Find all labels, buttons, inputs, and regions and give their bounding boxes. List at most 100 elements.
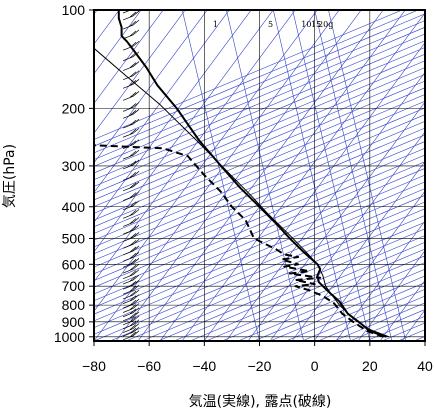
wind-barb (122, 102, 140, 112)
mixing-ratio-line (328, 10, 406, 341)
mixing-ratio-label: 15 (311, 20, 321, 29)
background-line (94, 174, 425, 315)
wind-barb (122, 289, 140, 300)
background-line (94, 26, 425, 167)
wind-barb (122, 263, 140, 274)
x-tick-label: 20 (362, 358, 378, 374)
y-tick-label: 800 (62, 297, 86, 313)
background-line (94, 20, 425, 160)
background-line (291, 160, 425, 341)
wind-barb (122, 298, 140, 309)
wind-barb (122, 109, 140, 119)
background-line (109, 208, 425, 341)
mixing-ratio-label: 20g (318, 20, 333, 29)
background-line (115, 10, 362, 341)
wind-barb (122, 200, 140, 211)
reference-line (94, 47, 390, 338)
y-tick-label: 600 (62, 256, 86, 272)
y-tick-label: 300 (62, 158, 86, 174)
wind-barb (122, 311, 140, 322)
wind-barb (122, 323, 140, 333)
background-line (94, 181, 425, 322)
background-line (94, 134, 425, 275)
background-line (94, 100, 425, 241)
wind-barb (122, 315, 140, 326)
wind-barb (122, 40, 140, 51)
background-line (205, 248, 425, 341)
mixing-ratio-label: 1 (213, 20, 218, 29)
background-line (94, 13, 425, 154)
x-tick-label: 0 (311, 358, 319, 374)
background-line (94, 10, 318, 312)
wind-barb (122, 10, 140, 21)
wind-barb (122, 209, 140, 219)
background-line (94, 141, 425, 281)
wind-barb (122, 251, 140, 262)
x-tick-label: −80 (82, 358, 106, 374)
background-line (94, 73, 425, 214)
mixing-ratio-line (272, 10, 351, 341)
wind-barbs (122, 10, 140, 341)
wind-barb (122, 319, 140, 330)
y-tick-label: 500 (62, 230, 86, 246)
x-tick-label: −40 (192, 358, 216, 374)
background-line (94, 168, 425, 308)
background-line (94, 10, 296, 283)
series-layer (94, 10, 390, 338)
wind-barb (122, 258, 140, 268)
background-line (94, 147, 425, 288)
y-tick-label: 400 (62, 199, 86, 215)
y-tick-label: 700 (62, 278, 86, 294)
wind-barb (122, 239, 140, 249)
wind-barb (122, 326, 140, 337)
background-line (269, 275, 425, 341)
background-line (94, 194, 425, 335)
background-line (94, 40, 425, 181)
x-tick-label: −20 (248, 358, 272, 374)
wind-barb (122, 159, 140, 170)
wind-barb (122, 10, 132, 14)
wind-barb (122, 307, 140, 318)
x-tick-label: 40 (417, 358, 433, 374)
background-line (221, 255, 425, 341)
background-line (94, 107, 425, 248)
wind-barb (122, 279, 140, 290)
background-line (137, 10, 384, 341)
wind-barb (122, 191, 140, 201)
background-line (94, 114, 425, 254)
wind-barb (122, 118, 140, 129)
wind-barb (122, 19, 140, 30)
background-line (189, 241, 425, 341)
background-line (94, 154, 425, 295)
wind-barb (122, 127, 140, 138)
background-line (430, 0, 435, 341)
mixing-ratio-line (226, 10, 304, 341)
background-line (94, 10, 208, 164)
background-line (94, 87, 425, 228)
mixing-ratio-line (181, 10, 260, 341)
y-tick-label: 1000 (54, 329, 85, 345)
x-axis-title: 気温(実線), 露点(破線) (189, 394, 332, 410)
background-line (94, 53, 425, 194)
wind-barb (122, 245, 140, 256)
background-line (94, 47, 425, 187)
background-line (94, 188, 425, 328)
wind-barb (122, 284, 140, 295)
wind-barb (122, 330, 140, 341)
background-line (94, 127, 425, 268)
wind-barb (122, 269, 140, 279)
wind-barb (122, 51, 140, 62)
wind-barb (122, 274, 140, 285)
background-line (94, 33, 425, 174)
dewpoint-line (94, 144, 384, 338)
background-line (94, 10, 164, 104)
background-line (253, 268, 425, 341)
x-tick-label: −60 (137, 358, 161, 374)
wind-barb (122, 294, 140, 304)
mixing-ratio-label: 10 (301, 20, 311, 29)
x-axis: −80 −60 −40 −20 0 20 40 (82, 341, 433, 374)
wind-barb (122, 61, 140, 71)
